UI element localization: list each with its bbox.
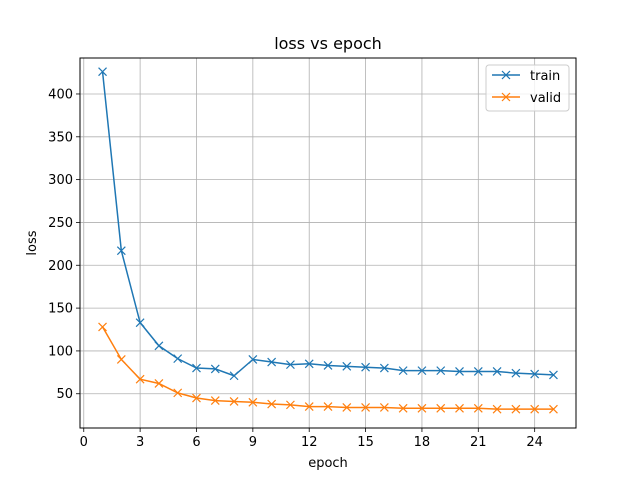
data-point-valid	[154, 379, 164, 388]
x-axis-label: epoch	[308, 456, 348, 471]
y-tick-label: 100	[48, 344, 73, 359]
grid	[80, 58, 576, 428]
legend-valid-label: valid	[530, 91, 561, 106]
data-point-valid	[135, 374, 145, 384]
data-point-train	[116, 246, 126, 256]
data-point-train	[154, 341, 164, 351]
x-tick-label: 3	[136, 435, 144, 450]
data-point-train	[135, 318, 145, 328]
data-point-valid	[116, 355, 126, 364]
series-layer	[98, 67, 558, 414]
data-point-valid	[492, 404, 502, 414]
data-point-valid	[530, 404, 540, 414]
y-axis-label: loss	[25, 230, 40, 255]
data-point-valid	[229, 397, 239, 406]
data-point-train	[342, 361, 352, 371]
data-point-valid	[511, 404, 521, 414]
data-point-train	[379, 363, 389, 373]
data-point-valid	[210, 396, 220, 406]
y-tick-label: 250	[48, 216, 73, 231]
data-point-valid	[379, 403, 389, 412]
x-tick-label: 0	[80, 435, 88, 450]
x-tick-label: 12	[301, 435, 318, 450]
data-point-train	[436, 366, 446, 376]
data-point-train	[473, 367, 483, 376]
y-tick-label: 300	[48, 173, 73, 188]
data-point-valid	[361, 403, 371, 412]
chart-title: loss vs epoch	[274, 34, 382, 53]
data-point-valid	[398, 403, 408, 413]
data-point-valid	[192, 393, 201, 403]
data-point-train	[229, 371, 239, 381]
x-tick-label: 21	[470, 435, 487, 450]
data-point-train	[98, 67, 107, 77]
data-point-valid	[549, 404, 558, 414]
data-point-train	[173, 354, 183, 364]
y-tick-label: 400	[48, 87, 73, 102]
legend-marker-train	[501, 70, 511, 80]
x-axis-ticks: 0 3 6 9 12 15 18 21 24	[80, 428, 543, 450]
data-point-train	[511, 368, 521, 378]
data-point-valid	[436, 403, 446, 413]
data-point-valid	[417, 403, 427, 413]
x-tick-label: 9	[249, 435, 257, 450]
x-tick-label: 15	[357, 435, 374, 450]
data-point-valid	[323, 402, 333, 412]
data-point-valid	[248, 397, 258, 407]
data-point-valid	[267, 399, 277, 409]
data-point-train	[361, 362, 371, 372]
data-point-train	[398, 366, 408, 376]
legend: train valid	[485, 64, 570, 112]
data-point-train	[530, 369, 540, 379]
data-point-valid	[285, 400, 295, 410]
data-point-valid	[342, 403, 352, 412]
data-point-train	[417, 366, 427, 376]
x-tick-label: 6	[192, 435, 200, 450]
x-tick-label: 24	[526, 435, 543, 450]
y-tick-label: 350	[48, 130, 73, 145]
data-point-valid	[98, 322, 107, 332]
y-axis-ticks: 50 100 150 200 250 300 350 400	[48, 87, 80, 402]
data-point-train	[492, 367, 502, 376]
legend-valid-marker	[501, 92, 511, 102]
x-tick-label: 18	[414, 435, 431, 450]
data-point-valid	[304, 402, 314, 412]
data-point-train	[549, 370, 558, 380]
data-point-train	[267, 357, 277, 367]
plot-frame	[79, 57, 577, 429]
data-point-valid	[473, 403, 483, 413]
data-point-train	[455, 367, 464, 376]
data-point-train	[248, 355, 258, 364]
data-point-train	[304, 359, 314, 369]
data-point-valid	[455, 403, 464, 413]
legend-marker-valid	[501, 92, 511, 102]
data-point-train	[323, 361, 333, 370]
legend-train-marker	[501, 70, 511, 80]
legend-train-label: train	[530, 69, 560, 84]
y-tick-label: 150	[48, 302, 73, 317]
y-tick-label: 200	[48, 259, 73, 274]
data-point-train	[210, 364, 220, 374]
data-point-train	[285, 360, 295, 370]
data-point-valid	[173, 388, 183, 398]
y-tick-label: 50	[56, 387, 73, 402]
data-point-train	[192, 363, 201, 373]
